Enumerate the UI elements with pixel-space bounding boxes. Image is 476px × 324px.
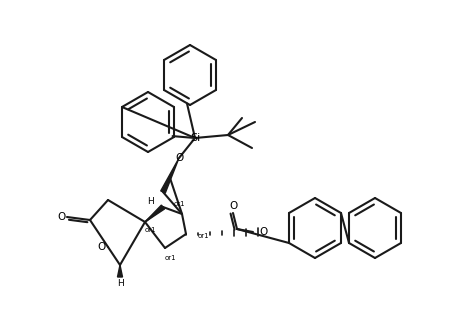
Text: Si: Si	[190, 133, 200, 143]
Text: O: O	[98, 242, 106, 252]
Text: or1: or1	[197, 233, 209, 239]
Polygon shape	[145, 205, 165, 222]
Polygon shape	[118, 265, 122, 277]
Text: H: H	[148, 198, 154, 206]
Polygon shape	[161, 158, 179, 193]
Text: or1: or1	[164, 255, 176, 261]
Text: O: O	[58, 212, 66, 222]
Text: O: O	[259, 227, 267, 237]
Text: or1: or1	[173, 201, 185, 207]
Text: O: O	[229, 201, 237, 211]
Text: H: H	[117, 280, 123, 288]
Text: or1: or1	[144, 227, 156, 233]
Text: O: O	[175, 153, 183, 163]
